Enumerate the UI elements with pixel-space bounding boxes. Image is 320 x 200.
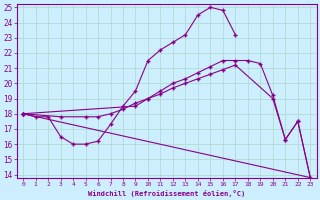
X-axis label: Windchill (Refroidissement éolien,°C): Windchill (Refroidissement éolien,°C) <box>88 190 245 197</box>
